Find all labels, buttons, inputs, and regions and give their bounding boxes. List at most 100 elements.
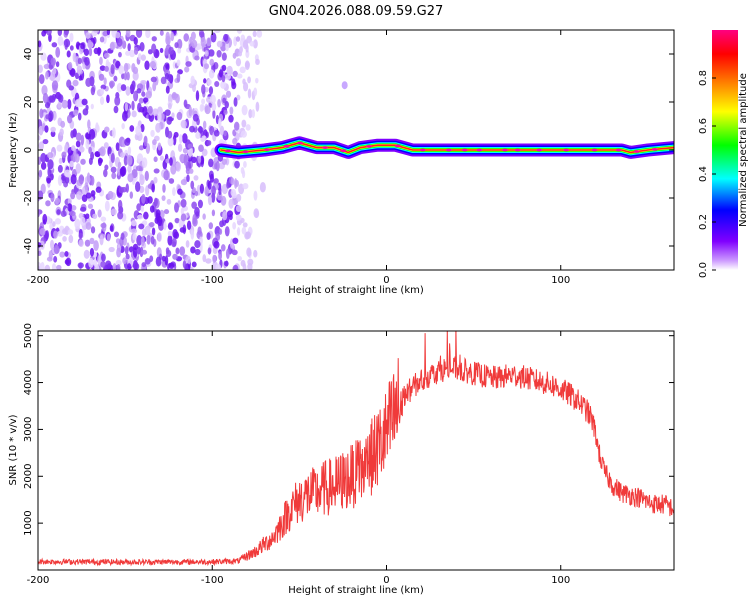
noise-speck <box>224 226 230 237</box>
noise-speck <box>137 214 144 220</box>
noise-speck <box>116 82 123 93</box>
noise-speck <box>99 56 103 66</box>
noise-speck <box>140 79 147 85</box>
noise-speck <box>45 114 50 120</box>
noise-speck <box>57 101 62 109</box>
noise-speck <box>94 151 101 158</box>
noise-speck <box>62 235 67 242</box>
y-tick-label: 2000 <box>23 464 34 489</box>
noise-speck <box>89 237 95 245</box>
noise-speck <box>46 30 52 36</box>
ridge-peak <box>563 148 570 152</box>
noise-speck <box>140 123 145 133</box>
noise-speck <box>75 163 81 174</box>
noise-speck <box>167 222 173 231</box>
noise-speck <box>159 30 164 36</box>
x-tick-label: -100 <box>201 575 224 586</box>
noise-speck <box>69 68 76 78</box>
noise-speck <box>233 121 240 131</box>
noise-speck <box>155 212 161 222</box>
ridge-peak <box>283 144 290 148</box>
noise-speck <box>243 160 247 168</box>
noise-speck <box>203 63 210 70</box>
noise-speck <box>186 174 190 183</box>
noise-speck <box>133 91 137 101</box>
noise-speck <box>113 105 119 114</box>
noise-speck <box>73 109 79 116</box>
noise-speck <box>253 208 260 219</box>
noise-speck <box>180 178 188 186</box>
noise-speck <box>66 79 72 89</box>
noise-speck <box>109 225 114 232</box>
noise-speck <box>95 186 102 193</box>
noise-speck <box>207 78 212 86</box>
noise-speck <box>106 94 110 104</box>
noise-speck <box>206 232 211 240</box>
noise-speck <box>42 92 49 104</box>
noise-speck <box>109 81 114 89</box>
noise-speck <box>77 57 82 65</box>
noise-speck <box>199 104 204 112</box>
noise-speck <box>206 37 212 47</box>
noise-speck <box>42 213 48 224</box>
noise-speck <box>100 261 106 268</box>
noise-speck <box>151 227 156 236</box>
ridge-peak <box>297 141 304 145</box>
noise-speck <box>115 259 122 266</box>
noise-speck <box>80 158 86 165</box>
noise-speck <box>140 236 145 247</box>
x-tick-label: -100 <box>201 275 224 286</box>
noise-speck <box>187 143 193 149</box>
noise-speck <box>99 65 106 72</box>
noise-speck <box>87 39 93 49</box>
noise-speck <box>86 172 91 183</box>
noise-speck <box>164 109 171 117</box>
snr-x-label: Height of straight line (km) <box>288 585 424 596</box>
noise-speck <box>215 263 222 270</box>
noise-speck <box>216 40 223 48</box>
noise-speck <box>195 90 200 102</box>
noise-speck <box>175 161 181 172</box>
ridge-peak <box>365 145 372 148</box>
noise-speck <box>174 217 180 224</box>
y-tick-label: 20 <box>23 96 34 109</box>
noise-speck <box>253 249 258 258</box>
noise-speck <box>220 244 226 252</box>
noise-speck <box>163 209 170 215</box>
noise-speck <box>137 246 141 255</box>
noise-speck <box>136 203 142 212</box>
noise-speck <box>182 147 189 154</box>
y-tick-label: 4000 <box>23 370 34 395</box>
noise-speck <box>183 33 190 42</box>
noise-speck <box>104 126 110 133</box>
noise-speck <box>167 136 174 147</box>
noise-speck <box>141 157 148 168</box>
noise-speck <box>134 263 140 270</box>
noise-speck <box>85 192 92 199</box>
noise-speck <box>220 195 227 206</box>
noise-speck <box>100 84 107 90</box>
noise-speck <box>147 196 153 204</box>
noise-speck <box>123 72 128 81</box>
noise-speck <box>126 71 130 81</box>
noise-speck <box>84 239 91 247</box>
noise-speck <box>126 155 133 166</box>
noise-speck <box>89 247 95 257</box>
noise-speck <box>226 180 230 189</box>
noise-speck <box>150 129 155 138</box>
noise-speck <box>212 254 217 264</box>
spectrogram-noise <box>38 30 348 270</box>
noise-speck <box>173 231 180 239</box>
noise-speck <box>229 106 234 115</box>
noise-speck <box>209 58 215 66</box>
noise-speck <box>145 90 152 99</box>
noise-speck <box>140 54 146 62</box>
noise-speck <box>104 53 110 59</box>
noise-speck <box>194 248 201 256</box>
noise-speck <box>92 213 98 220</box>
noise-speck <box>109 42 115 51</box>
noise-speck <box>121 72 125 80</box>
noise-speck <box>145 30 151 39</box>
ridge-peak <box>242 150 249 154</box>
